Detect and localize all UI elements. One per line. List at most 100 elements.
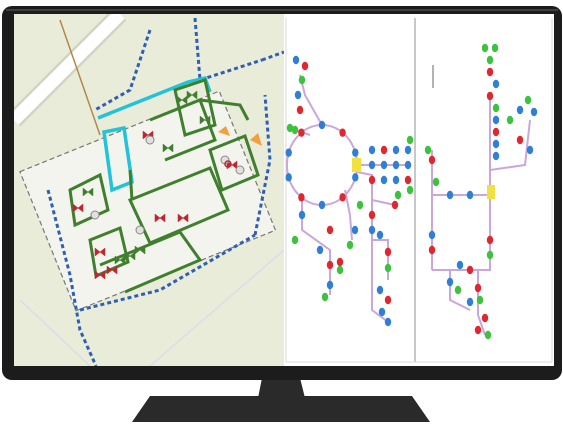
r-s-74 [474, 325, 482, 335]
ring-node-1 [339, 128, 346, 137]
faint-line-2 [19, 299, 91, 366]
junction-left [352, 158, 361, 172]
s-node-31 [376, 285, 384, 295]
s-node-27 [368, 225, 376, 235]
map-drawing [14, 14, 284, 366]
s-node-34 [378, 307, 386, 317]
r-ne-51 [516, 105, 524, 115]
process-pipe-8 [199, 98, 250, 121]
r-w-62 [428, 245, 436, 255]
r-ne-53 [530, 107, 538, 117]
sw-node-25 [336, 257, 344, 267]
north-node-10 [296, 105, 304, 115]
boundary-west [46, 189, 98, 366]
valve-red-3 [154, 213, 166, 223]
ring-node-9 [298, 128, 305, 137]
r-ne-47 [492, 127, 500, 137]
r-ne-54 [516, 135, 524, 145]
process-pipe-5 [208, 134, 260, 193]
r-ne-50 [506, 115, 514, 125]
boundary-northwest [94, 29, 152, 112]
r-top-42 [486, 67, 494, 77]
east-node-0 [368, 145, 376, 155]
east-mid-3 [404, 160, 412, 170]
ring-node-5 [318, 200, 326, 210]
east-green-1 [406, 185, 414, 195]
r-s-67 [446, 277, 454, 287]
east-mid-2 [392, 160, 400, 170]
sub-node-37 [351, 225, 359, 235]
r-s-66 [456, 260, 464, 270]
s-node-33 [384, 317, 392, 327]
r-top-40 [481, 43, 489, 53]
s-node-28 [376, 230, 384, 240]
s-node-29 [384, 247, 392, 257]
east-node-2 [392, 145, 400, 155]
ring-node-3 [352, 173, 359, 182]
r-s-72 [481, 313, 489, 323]
r-w-56 [428, 155, 436, 165]
branch-south [356, 171, 389, 323]
schematic-drawing [285, 43, 538, 340]
r-w-57 [424, 145, 432, 155]
boundary-east [261, 50, 284, 62]
process-pipe-4 [173, 78, 217, 137]
north-node-12 [298, 75, 306, 85]
s-node-30 [384, 263, 392, 273]
road [14, 14, 125, 125]
r-s-70 [474, 283, 482, 293]
orange-accent-1 [250, 133, 262, 146]
valve-green-6 [199, 115, 211, 125]
east-node-7 [404, 175, 412, 185]
valve-red-4 [177, 213, 189, 223]
s-node-26 [368, 210, 376, 220]
r-s-63 [486, 235, 494, 245]
sw-node-17 [298, 210, 306, 220]
r-ne-55 [526, 145, 534, 155]
north-node-14 [292, 55, 300, 65]
valve-green-4 [82, 187, 94, 197]
r-s-65 [466, 265, 474, 275]
equipment-0 [145, 135, 155, 145]
red-ring [224, 160, 232, 168]
nw-node-15 [291, 125, 299, 135]
process-pipe-0 [68, 172, 110, 228]
sw-node-19 [326, 225, 334, 235]
east-node-6 [392, 175, 400, 185]
r-branch-ne [489, 119, 531, 171]
valve-red-1 [94, 247, 106, 257]
s-node-32 [384, 295, 392, 305]
valve-red-6 [94, 270, 106, 280]
ring-node-7 [285, 173, 292, 182]
faint-line [149, 249, 284, 366]
r-top-44 [486, 91, 494, 101]
r-top-41 [491, 43, 499, 53]
boundary-southeast [253, 94, 272, 236]
r-w-60 [466, 190, 474, 200]
ring-node-0 [318, 120, 326, 130]
r-s-71 [476, 295, 484, 305]
r-s-64 [486, 250, 494, 260]
map-panel [14, 14, 284, 366]
east-green-0 [406, 135, 414, 145]
east-mid-0 [368, 160, 376, 170]
sw-node-21 [326, 260, 334, 270]
r-s-69 [466, 297, 474, 307]
sub-node-36 [391, 200, 399, 210]
branch-sub-2 [371, 199, 396, 206]
nw-node-16 [286, 123, 294, 133]
schematic-panels [284, 14, 554, 366]
r-top-45 [492, 103, 500, 113]
valve-red-0 [72, 203, 84, 213]
branch-down [344, 189, 353, 241]
r-w-61 [428, 230, 436, 240]
ring-node-2 [352, 148, 359, 157]
r-ne-49 [492, 151, 500, 161]
r-w-59 [446, 190, 454, 200]
sw-node-18 [291, 235, 299, 245]
r-ne-48 [492, 139, 500, 149]
bezel-highlight [6, 9, 558, 11]
equipment-2 [90, 210, 100, 220]
sw-node-23 [326, 280, 334, 290]
